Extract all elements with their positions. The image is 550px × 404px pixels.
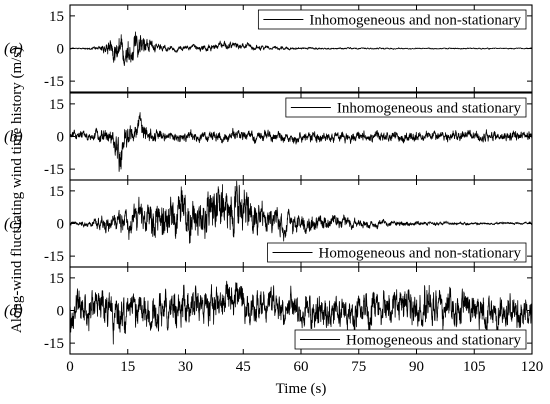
x-tick-label: 105 <box>463 359 486 375</box>
panel-a: -15 0 15 (a) Inhomogeneous and non-stationar… <box>4 4 533 93</box>
x-tick-label: 90 <box>409 359 424 375</box>
series-line-a <box>69 31 533 67</box>
series-line-c <box>69 180 533 244</box>
legend-label-a: Inhomogeneous and non-stationary <box>309 13 521 29</box>
y-tick-label: 15 <box>49 9 64 25</box>
y-tick-label: 0 <box>57 304 65 320</box>
y-tick-label: 0 <box>57 130 65 146</box>
legend-box-d <box>294 329 527 350</box>
legend-label-d: Homogeneous and stationary <box>346 333 521 349</box>
x-tick-label: 30 <box>178 359 193 375</box>
legend-box-a <box>257 9 527 30</box>
panel-label-b: (b) <box>4 129 23 146</box>
panel-b: -15 0 15 (b) Inhomogeneous and stationary <box>4 92 533 181</box>
x-axis-label: Time (s) <box>276 381 327 397</box>
x-tick-label: 120 <box>521 359 544 375</box>
y-tick-label: -15 <box>44 162 64 178</box>
y-tick-label: 0 <box>57 42 65 58</box>
series-line-d <box>69 280 533 345</box>
y-tick-label: 15 <box>49 184 64 200</box>
panel-label-d: (d) <box>4 303 23 320</box>
panel-c: -15 0 15 (c) Homogeneous and non-stationary <box>4 179 533 268</box>
y-axis-label: Along-wind fluctuating wind time history… <box>9 47 25 333</box>
x-tick-label: 60 <box>294 359 309 375</box>
y-tick-label: 0 <box>57 217 65 233</box>
y-tick-label: -15 <box>44 336 64 352</box>
series-line-b <box>69 112 533 172</box>
y-tick-label: 15 <box>49 97 64 113</box>
legend-box-b <box>285 97 527 118</box>
legend-box-c <box>267 242 527 263</box>
panel-d: -15 0 15 (d) Homogeneous and stationary <box>4 266 533 355</box>
legend-label-b: Inhomogeneous and stationary <box>337 101 522 117</box>
y-tick-label: -15 <box>44 249 64 265</box>
x-tick-label: 45 <box>236 359 251 375</box>
panel-label-c: (c) <box>4 216 22 233</box>
panel-label-a: (a) <box>4 41 23 58</box>
y-tick-label: -15 <box>44 74 64 90</box>
x-tick-label: 15 <box>120 359 135 375</box>
y-tick-label: 15 <box>49 271 64 287</box>
legend-label-c: Homogeneous and non-stationary <box>319 246 522 262</box>
x-tick-label: 0 <box>66 359 74 375</box>
x-tick-label: 75 <box>351 359 366 375</box>
